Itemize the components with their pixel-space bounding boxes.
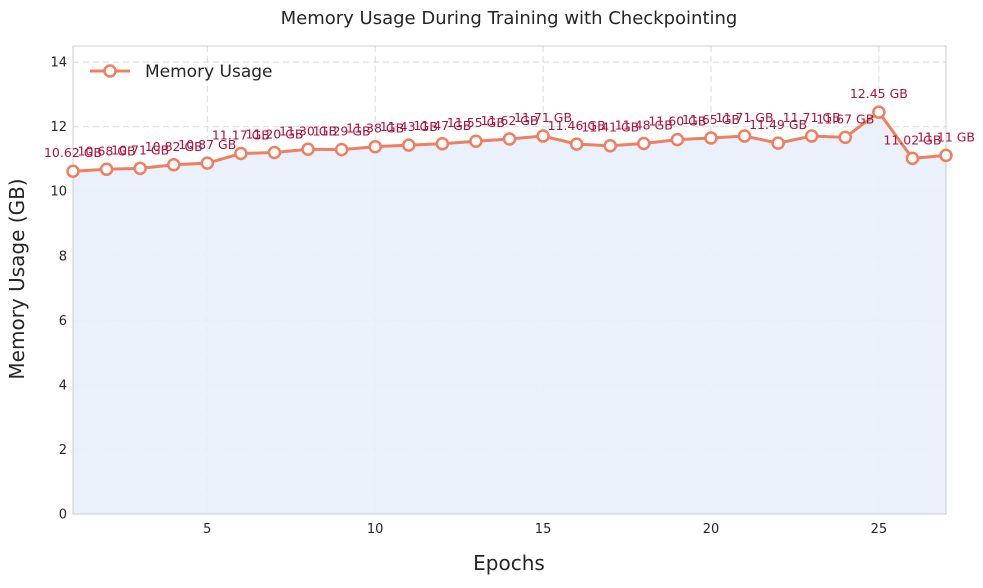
data-point-marker <box>704 131 718 145</box>
data-point-marker <box>804 129 819 143</box>
y-tick-label: 12 <box>50 120 67 135</box>
data-label: 10.71 GB <box>111 142 169 157</box>
data-label: 11.11 GB <box>917 129 975 144</box>
data-label: 10.82 GB <box>145 139 203 154</box>
data-point-marker <box>200 156 215 170</box>
area-fill <box>73 112 946 514</box>
data-label: 11.62 GB <box>480 113 538 128</box>
data-label: 11.67 GB <box>816 111 874 126</box>
data-point-marker <box>368 139 382 154</box>
legend-marker-swatch <box>103 64 117 78</box>
data-label: 11.71 GB <box>783 110 841 125</box>
y-tick-label: 2 <box>59 443 67 458</box>
y-tick-label: 4 <box>59 378 67 393</box>
data-label: 11.71 GB <box>716 110 774 125</box>
data-label: 12.45 GB <box>850 86 908 101</box>
data-point-marker <box>771 136 785 150</box>
y-axis-label: Memory Usage (GB) <box>5 178 29 379</box>
data-point-marker <box>637 136 651 151</box>
data-point-marker <box>435 137 450 151</box>
data-label: 11.02 GB <box>883 132 941 147</box>
x-tick-label: 5 <box>203 522 211 537</box>
data-label: 11.20 GB <box>245 127 303 142</box>
data-point-marker <box>603 138 617 153</box>
data-point-marker <box>536 129 550 143</box>
data-point-marker <box>234 146 248 161</box>
x-axis-label: Epochs <box>473 551 545 575</box>
x-axis-ticks: 5 10 15 20 25 <box>203 522 887 537</box>
data-label: 11.38 GB <box>346 121 404 136</box>
markers-group <box>66 105 953 178</box>
plot-border <box>72 45 947 515</box>
data-point-marker <box>737 129 752 143</box>
data-label: 11.49 GB <box>749 117 807 132</box>
x-tick-label: 15 <box>535 522 552 537</box>
data-point-marker <box>301 142 315 157</box>
data-label: 10.62 GB <box>44 145 102 160</box>
x-tick-label: 10 <box>367 522 384 537</box>
data-point-marker <box>838 130 853 145</box>
data-label: 11.30 GB <box>279 123 337 138</box>
data-point-marker <box>334 142 349 157</box>
data-point-marker <box>166 158 181 172</box>
data-label: 11.65 GB <box>682 112 740 127</box>
legend: Memory Usage <box>90 62 273 82</box>
data-label: 11.71 GB <box>514 110 572 125</box>
legend-label: Memory Usage <box>145 62 273 82</box>
data-point-marker <box>469 134 483 148</box>
x-tick-label: 25 <box>871 522 888 537</box>
y-tick-label: 10 <box>50 185 67 200</box>
chart-title: Memory Usage During Training with Checkp… <box>281 8 738 29</box>
y-axis-ticks: 0 2 4 6 8 10 12 14 <box>50 56 67 523</box>
data-label: 11.48 GB <box>615 117 673 132</box>
x-tick-label: 20 <box>703 522 720 537</box>
y-tick-label: 8 <box>59 249 67 264</box>
data-label: 11.17 GB <box>212 127 270 142</box>
data-point-marker <box>66 164 80 178</box>
data-point-marker <box>872 105 886 119</box>
data-label: 11.29 GB <box>313 124 371 139</box>
data-point-marker <box>267 145 282 160</box>
data-label: 11.46 GB <box>548 118 606 133</box>
data-label: 11.41 GB <box>581 120 639 135</box>
plot-frame <box>72 45 947 515</box>
data-point-marker <box>133 161 147 176</box>
data-label: 11.55 GB <box>447 115 505 130</box>
data-label: 11.60 GB <box>648 114 706 129</box>
data-label: 11.43 GB <box>380 119 438 134</box>
data-label: 11.47 GB <box>413 118 471 133</box>
data-point-marker <box>99 162 114 177</box>
data-point-marker <box>569 137 584 151</box>
data-point-marker <box>670 132 685 147</box>
data-point-marker <box>939 148 953 163</box>
data-label: 10.87 GB <box>178 137 236 152</box>
y-tick-label: 14 <box>50 56 67 71</box>
data-point-marker <box>402 138 416 152</box>
data-label: 10.68 GB <box>78 143 136 158</box>
data-point-marker <box>502 132 517 146</box>
y-tick-label: 6 <box>59 314 67 329</box>
data-point-marker <box>905 151 920 166</box>
y-tick-label: 0 <box>59 508 67 523</box>
area-under-line <box>73 112 946 514</box>
